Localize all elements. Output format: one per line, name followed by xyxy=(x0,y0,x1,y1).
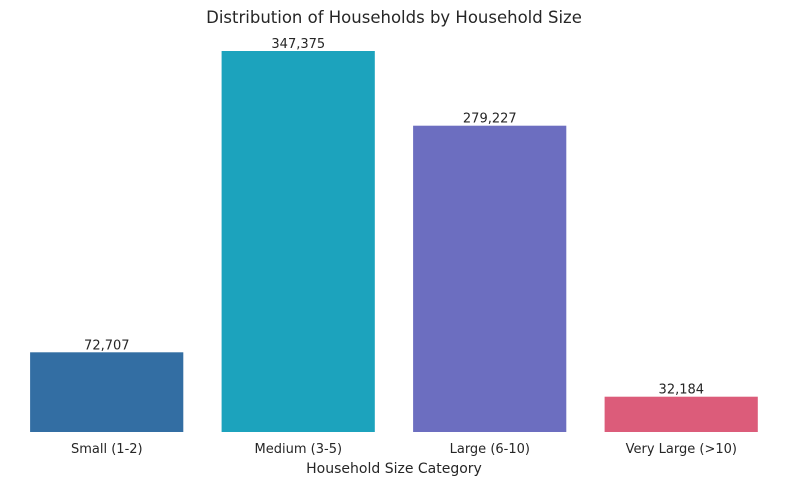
data-label-1: 347,375 xyxy=(271,37,325,52)
x-tick-label-2: Large (6-10) xyxy=(450,442,530,457)
x-tick-label-1: Medium (3-5) xyxy=(255,442,343,457)
x-tick-label-0: Small (1-2) xyxy=(71,442,143,457)
bar-0 xyxy=(30,352,184,432)
bar-2 xyxy=(413,125,567,432)
chart-title: Distribution of Households by Household … xyxy=(206,8,582,27)
data-label-2: 279,227 xyxy=(463,112,517,127)
bars-group xyxy=(30,51,758,432)
bar-3 xyxy=(604,396,758,432)
data-labels-group: 72,707 347,375 279,227 32,184 xyxy=(84,37,704,398)
x-tick-labels-group: Small (1-2) Medium (3-5) Large (6-10) Very … xyxy=(71,442,737,457)
x-tick-label-3: Very Large (>10) xyxy=(626,442,737,457)
x-axis-label: Household Size Category xyxy=(306,461,482,477)
data-label-3: 32,184 xyxy=(659,383,705,398)
data-label-0: 72,707 xyxy=(84,338,130,353)
bar-1 xyxy=(221,51,375,432)
